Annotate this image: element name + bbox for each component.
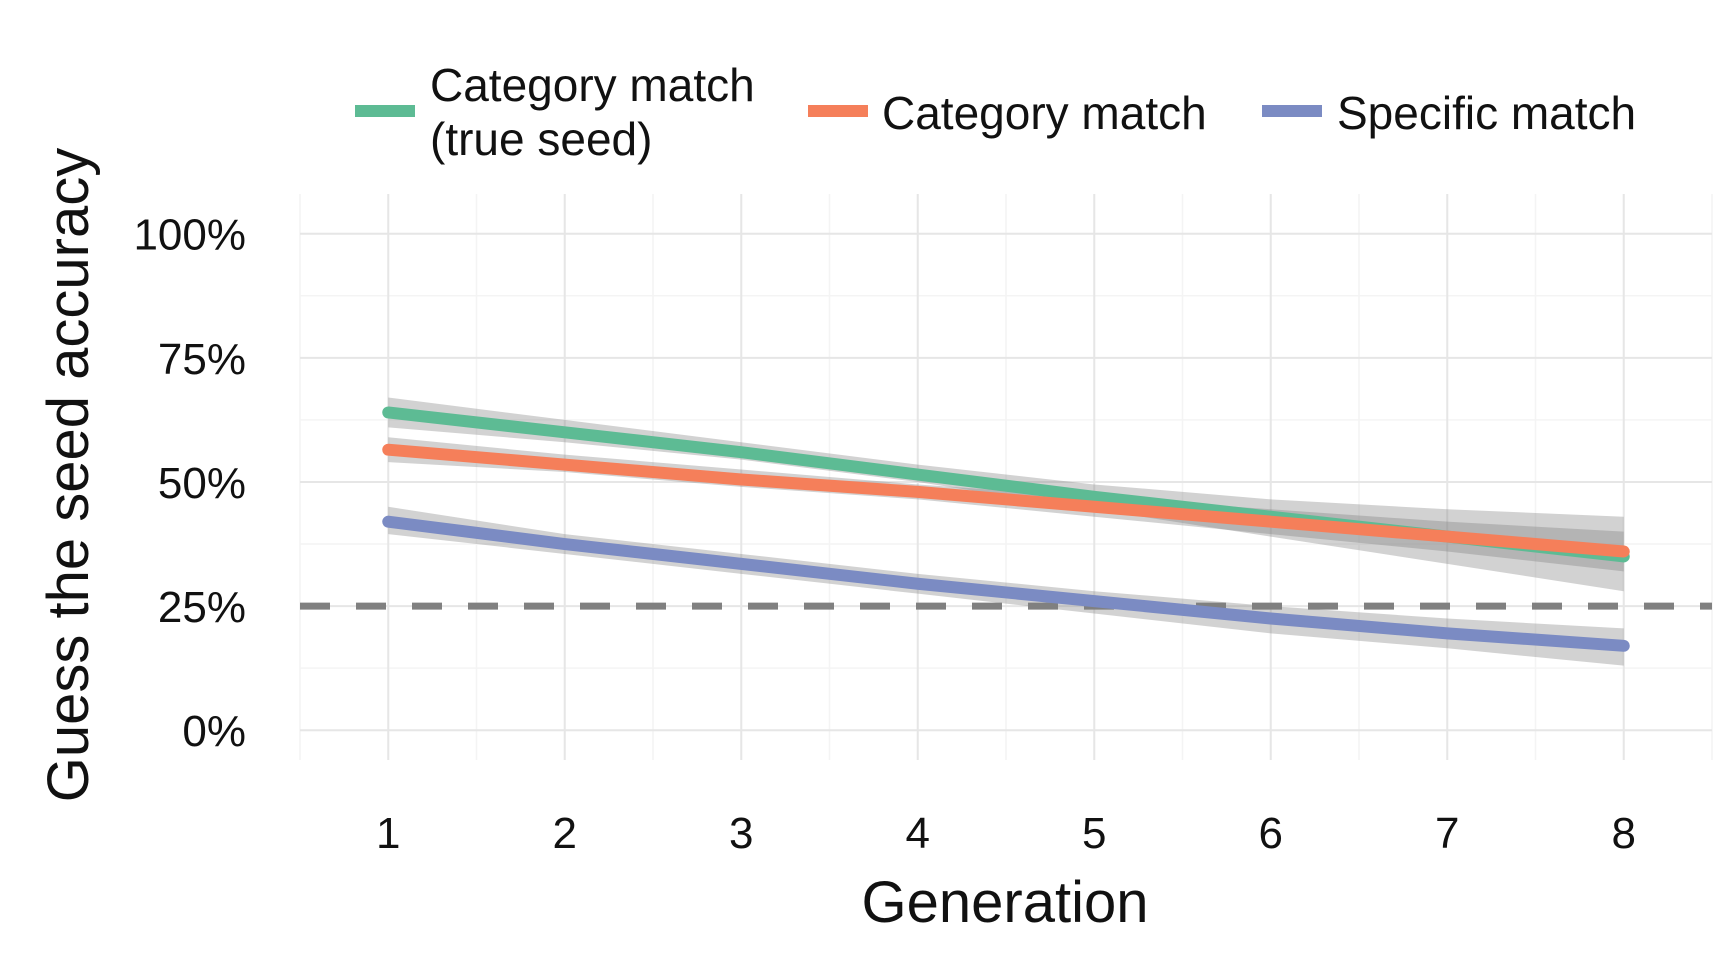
x-tick-label: 6 — [1259, 809, 1283, 858]
y-axis: 0% 25% 50% 75% 100% — [133, 211, 246, 756]
y-axis-title: Guess the seed accuracy — [36, 148, 101, 802]
y-tick-label: 25% — [158, 583, 246, 632]
x-tick-label: 1 — [376, 809, 400, 858]
x-tick-label: 2 — [553, 809, 577, 858]
legend-label: Specific match — [1337, 87, 1636, 139]
y-tick-label: 100% — [133, 211, 246, 260]
y-tick-label: 75% — [158, 335, 246, 384]
y-tick-label: 0% — [182, 707, 246, 756]
legend: Category match(true seed) Category match S… — [355, 59, 1636, 165]
series-lines — [382, 406, 1630, 652]
x-tick-label: 5 — [1082, 809, 1106, 858]
legend-label: (true seed) — [430, 113, 652, 165]
legend-label: Category match — [430, 59, 755, 111]
legend-label: Category match — [882, 87, 1207, 139]
series-line — [382, 443, 1630, 558]
x-tick-label: 8 — [1612, 809, 1636, 858]
y-tick-label: 50% — [158, 459, 246, 508]
x-tick-label: 7 — [1435, 809, 1459, 858]
x-tick-label: 4 — [906, 809, 930, 858]
x-axis-title: Generation — [862, 870, 1149, 935]
x-tick-label: 3 — [729, 809, 753, 858]
grid — [299, 194, 1713, 760]
series-line — [382, 515, 1630, 652]
x-axis: 1 2 3 4 5 6 7 8 — [376, 809, 1636, 858]
